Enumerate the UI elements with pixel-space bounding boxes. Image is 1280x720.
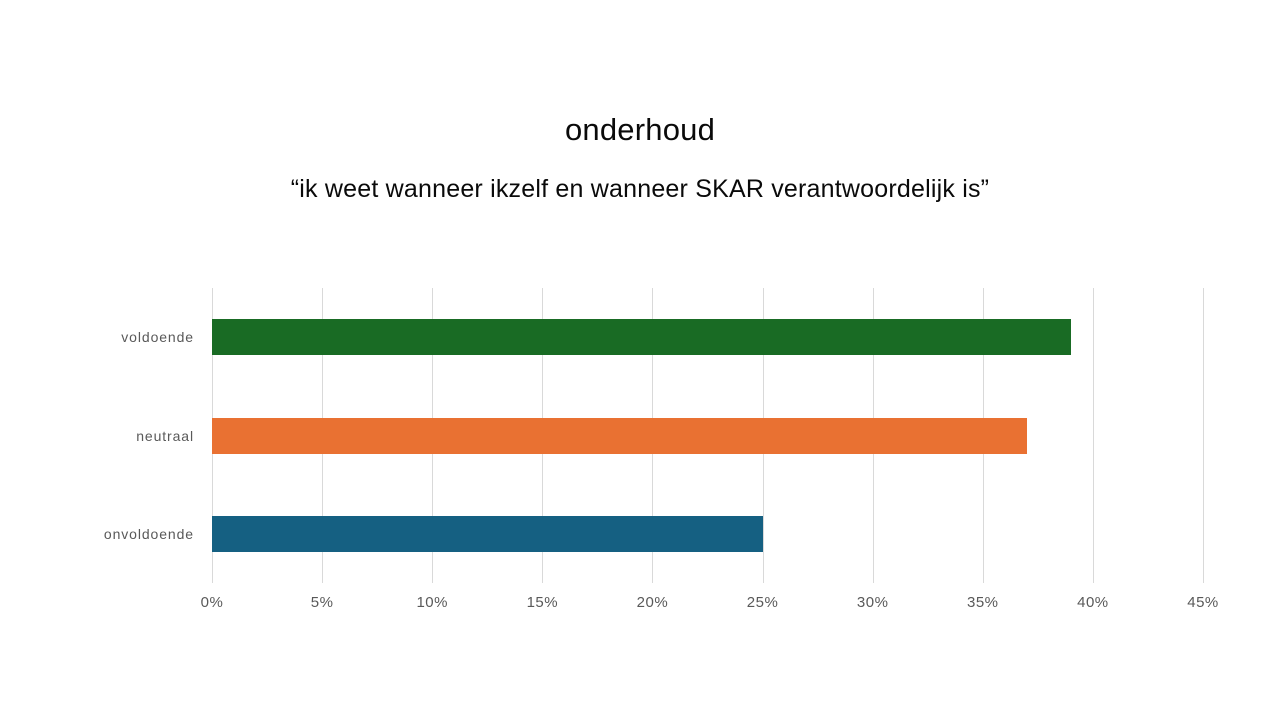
chart-title: onderhoud bbox=[564, 112, 716, 147]
x-tick-label: 25% bbox=[746, 594, 779, 611]
x-tick-label: 30% bbox=[856, 594, 889, 611]
x-tick-label: 20% bbox=[636, 594, 669, 611]
bar-voldoende bbox=[212, 319, 1071, 356]
bar-neutraal bbox=[212, 417, 1027, 454]
category-label-voldoende: voldoende bbox=[121, 329, 194, 346]
category-label-onvoldoende: onvoldoende bbox=[103, 525, 194, 542]
bar-onvoldoende bbox=[212, 515, 763, 552]
x-tick-label: 35% bbox=[967, 594, 999, 611]
chart-subtitle: “ik weet wanneer ikzelf en wanneer SKAR … bbox=[290, 175, 990, 203]
category-axis-labels: voldoende neutraal onvoldoende bbox=[0, 288, 194, 583]
gridline-40pct bbox=[1092, 288, 1094, 583]
value-axis-labels: 0% 5% 10% 15% 20% 25% 30% 35% 40% 45% bbox=[201, 594, 1219, 614]
x-tick-label: 10% bbox=[416, 594, 448, 611]
x-tick-label: 5% bbox=[310, 594, 334, 611]
x-tick-label: 15% bbox=[526, 594, 559, 611]
x-tick-label: 40% bbox=[1077, 594, 1109, 611]
x-tick-label: 45% bbox=[1187, 594, 1219, 611]
x-tick-label: 0% bbox=[200, 594, 224, 611]
category-label-neutraal: neutraal bbox=[136, 427, 194, 444]
gridline-45pct bbox=[1203, 288, 1204, 583]
plot-area bbox=[212, 288, 1204, 583]
